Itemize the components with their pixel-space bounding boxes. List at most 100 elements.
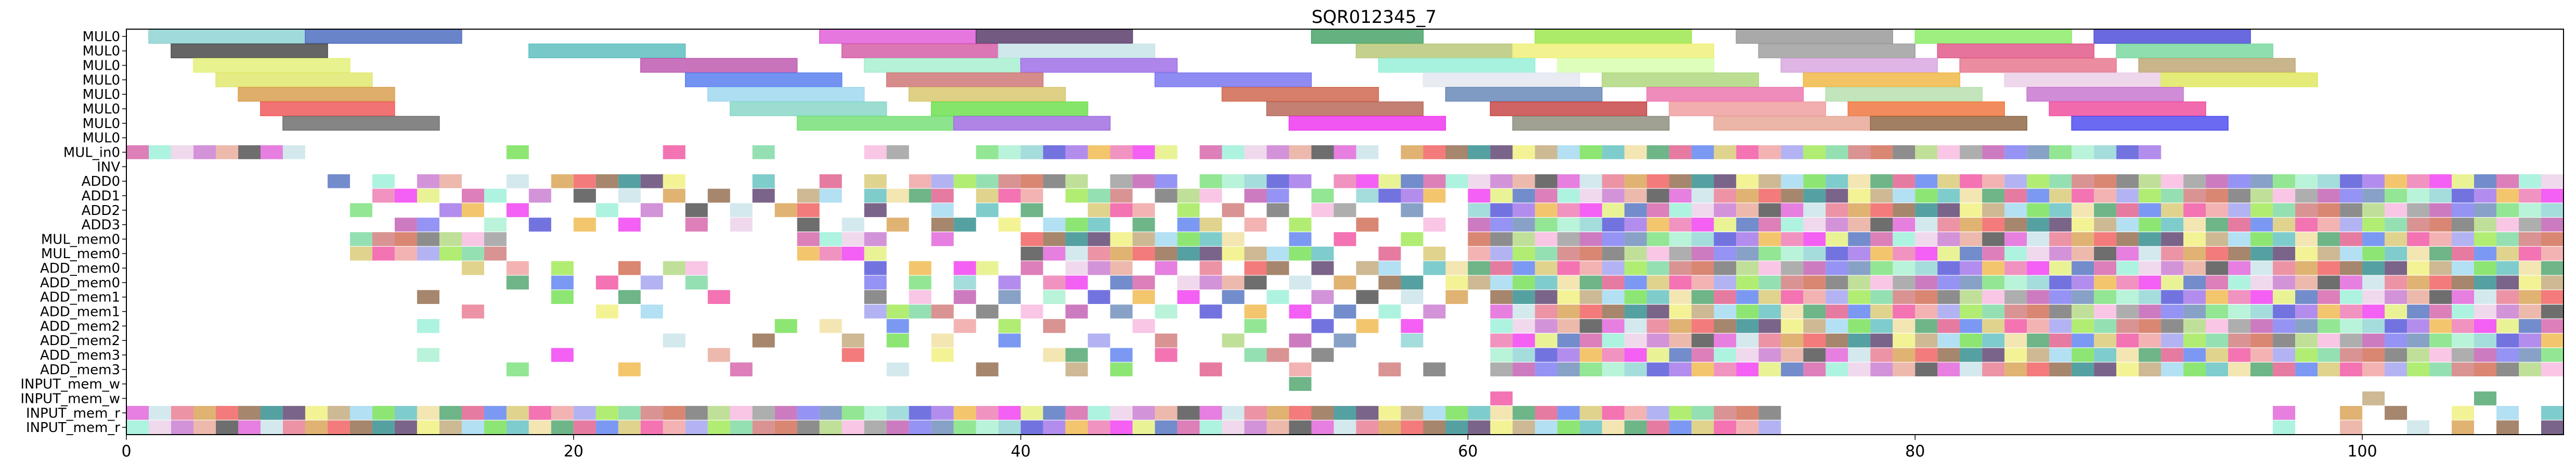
op-cell [1893,174,1915,188]
op-cell [1736,203,1759,218]
op-cell [752,174,775,188]
op-cell [596,420,618,435]
op-cell [2250,290,2273,304]
op-cell [2161,246,2184,261]
op-cell [976,304,999,319]
op-cell [2049,232,2072,246]
op-cell [2094,218,2117,232]
op-cell [2429,218,2452,232]
op-cell [2541,290,2564,304]
op-cell [1557,275,1580,290]
op-cell [1714,218,1737,232]
op-cell [2474,319,2496,333]
op-cell [2049,319,2072,333]
op-bar [796,116,954,131]
op-cell [1937,348,1960,362]
op-cell [506,174,529,188]
op-cell [2541,218,2564,232]
op-cell [2273,333,2296,348]
op-cell [1960,333,1983,348]
op-cell [1602,348,1625,362]
op-cell [1334,232,1356,246]
op-bar [260,101,395,117]
op-cell [1110,203,1133,218]
op-cell [976,145,999,159]
op-cell [1311,319,1334,333]
op-cell [1870,290,1893,304]
op-cell [1669,319,1692,333]
op-cell [349,232,372,246]
y-tick-label: MUL_in0 [63,145,120,160]
op-cell [1960,218,1983,232]
op-cell [2228,304,2251,319]
op-cell [1602,319,1625,333]
op-cell [1647,405,1669,420]
op-cell [2183,319,2206,333]
op-cell [2519,362,2541,377]
op-cell [1580,174,1602,188]
op-cell [1557,174,1580,188]
op-cell [774,203,797,218]
op-cell [1490,232,1513,246]
op-cell [2094,145,2117,159]
op-cell [260,420,283,435]
op-cell [1781,203,1804,218]
op-cell [2116,145,2139,159]
op-cell [1177,420,1200,435]
op-cell [1490,333,1513,348]
op-cell [1155,174,1177,188]
op-cell [2273,275,2296,290]
op-cell [1937,232,1960,246]
op-cell [1691,319,1714,333]
op-cell [2340,188,2363,203]
op-cell [1714,304,1737,319]
op-cell [2407,420,2430,435]
op-cell [1244,246,1267,261]
op-cell [2116,232,2139,246]
op-cell [1199,420,1222,435]
op-cell [1624,304,1647,319]
op-cell [238,405,261,420]
op-cell [2318,333,2340,348]
op-cell [1937,333,1960,348]
op-cell [2452,246,2474,261]
op-cell [2496,275,2519,290]
op-cell [2318,319,2340,333]
op-cell [1132,174,1155,188]
op-cell [2474,174,2496,188]
op-cell [864,246,887,261]
op-cell [2228,333,2251,348]
op-cell [1490,246,1513,261]
op-cell [1691,188,1714,203]
op-cell [2049,218,2072,232]
op-cell [886,405,909,420]
x-axis: 0 20 40 60 80 100 [121,435,2377,461]
op-cell [2094,246,2117,261]
op-cell [1199,174,1222,188]
op-cell [551,174,574,188]
op-cell [1490,420,1513,435]
op-cell [1691,420,1714,435]
op-cell [1020,304,1043,319]
op-cell [1691,203,1714,218]
op-cell [2318,261,2340,275]
op-cell [2452,261,2474,275]
op-cell [1088,188,1110,203]
op-cell [2340,246,2363,261]
op-cell [1535,290,1558,304]
op-cell [461,246,484,261]
op-cell [2049,290,2072,304]
op-cell [2161,232,2184,246]
op-cell [1088,290,1110,304]
op-cell [1222,333,1245,348]
op-cell [2116,261,2139,275]
op-cell [1356,405,1379,420]
op-cell [842,405,864,420]
op-cell [1289,333,1312,348]
op-cell [752,405,775,420]
op-cell [1781,362,1804,377]
op-bar [1803,72,1960,87]
op-cell [1110,348,1133,362]
op-cell [1423,420,1446,435]
op-cell [2429,333,2452,348]
